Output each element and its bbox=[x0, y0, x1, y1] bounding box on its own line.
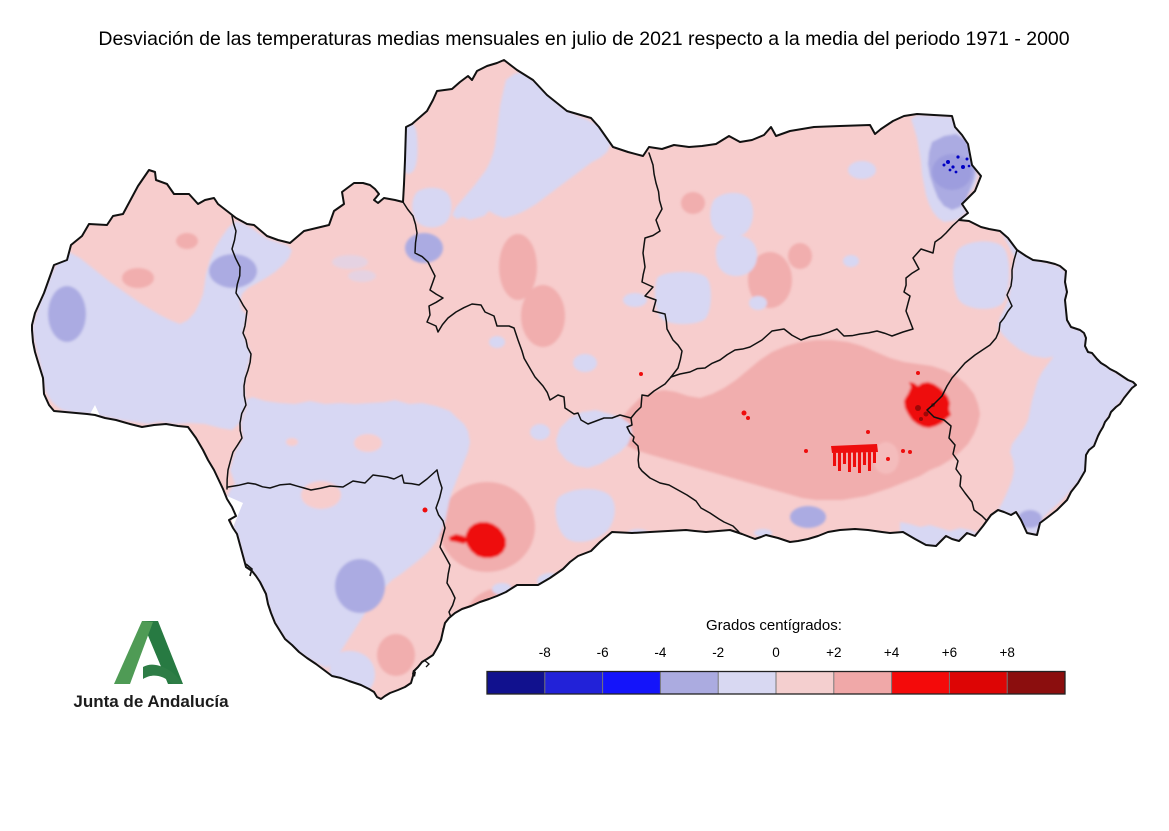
svg-text:-2: -2 bbox=[712, 645, 724, 660]
svg-text:Grados centígrados:: Grados centígrados: bbox=[706, 617, 842, 634]
svg-text:+4: +4 bbox=[884, 645, 900, 660]
svg-text:+2: +2 bbox=[826, 645, 841, 660]
svg-text:+6: +6 bbox=[942, 645, 957, 660]
svg-text:+8: +8 bbox=[999, 645, 1014, 660]
svg-text:-4: -4 bbox=[654, 645, 666, 660]
svg-text:0: 0 bbox=[772, 645, 780, 660]
svg-text:-6: -6 bbox=[597, 645, 609, 660]
svg-text:Desviación de las temperaturas: Desviación de las temperaturas medias me… bbox=[98, 28, 1069, 50]
svg-text:Junta de Andalucía: Junta de Andalucía bbox=[73, 692, 229, 711]
svg-text:-8: -8 bbox=[539, 645, 551, 660]
